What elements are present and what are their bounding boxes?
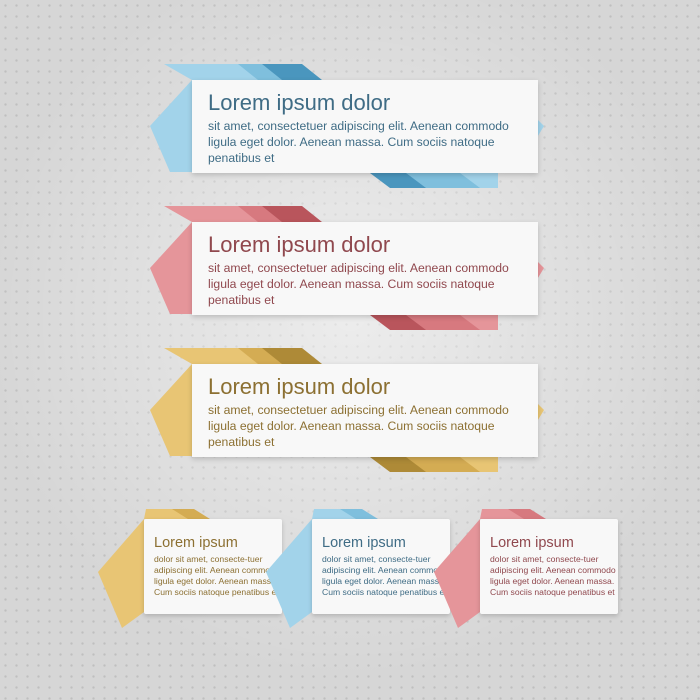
small-card-panel: Lorem ipsum dolor sit amet, consecte-tue… xyxy=(312,519,450,614)
ribbon-arrow-shape xyxy=(434,509,546,628)
banner-card: Lorem ipsum dolor sit amet, consectetuer… xyxy=(192,364,538,457)
banner-text: sit amet, consectetuer adipiscing elit. … xyxy=(208,119,509,165)
banner-card: Lorem ipsum dolor sit amet, consectetuer… xyxy=(192,222,538,315)
small-card-text: dolor sit amet, consecte-tuer adipiscing… xyxy=(154,554,280,597)
banner-text: sit amet, consectetuer adipiscing elit. … xyxy=(208,261,509,307)
small-card-title: Lorem ipsum xyxy=(490,535,574,551)
small-card-blue: Lorem ipsum dolor sit amet, consecte-tue… xyxy=(266,504,456,630)
banner-card: Lorem ipsum dolor sit amet, consectetuer… xyxy=(192,80,538,173)
banner-blue: Lorem ipsum dolor sit amet, consectetuer… xyxy=(150,62,544,192)
small-card-red: Lorem ipsum dolor sit amet, consecte-tue… xyxy=(434,504,624,630)
banner-text: sit amet, consectetuer adipiscing elit. … xyxy=(208,403,509,449)
ribbon-arrow-shape xyxy=(266,509,378,628)
banner-title: Lorem ipsum dolor xyxy=(208,374,391,399)
small-card-panel: Lorem ipsum dolor sit amet, consecte-tue… xyxy=(144,519,282,614)
small-card-yellow: Lorem ipsum dolor sit amet, consecte-tue… xyxy=(98,504,288,630)
small-card-text: dolor sit amet, consecte-tuer adipiscing… xyxy=(490,554,616,597)
banner-title: Lorem ipsum dolor xyxy=(208,232,391,257)
small-card-title: Lorem ipsum xyxy=(154,535,238,551)
ribbon-arrow-shape xyxy=(98,509,210,628)
banner-red: Lorem ipsum dolor sit amet, consectetuer… xyxy=(150,204,544,334)
small-card-title: Lorem ipsum xyxy=(322,535,406,551)
small-card-text: dolor sit amet, consecte-tuer adipiscing… xyxy=(322,554,448,597)
ribbon-arrow-shape xyxy=(150,206,544,330)
banner-title: Lorem ipsum dolor xyxy=(208,90,391,115)
small-card-panel: Lorem ipsum dolor sit amet, consecte-tue… xyxy=(480,519,618,614)
banner-yellow: Lorem ipsum dolor sit amet, consectetuer… xyxy=(150,346,544,476)
